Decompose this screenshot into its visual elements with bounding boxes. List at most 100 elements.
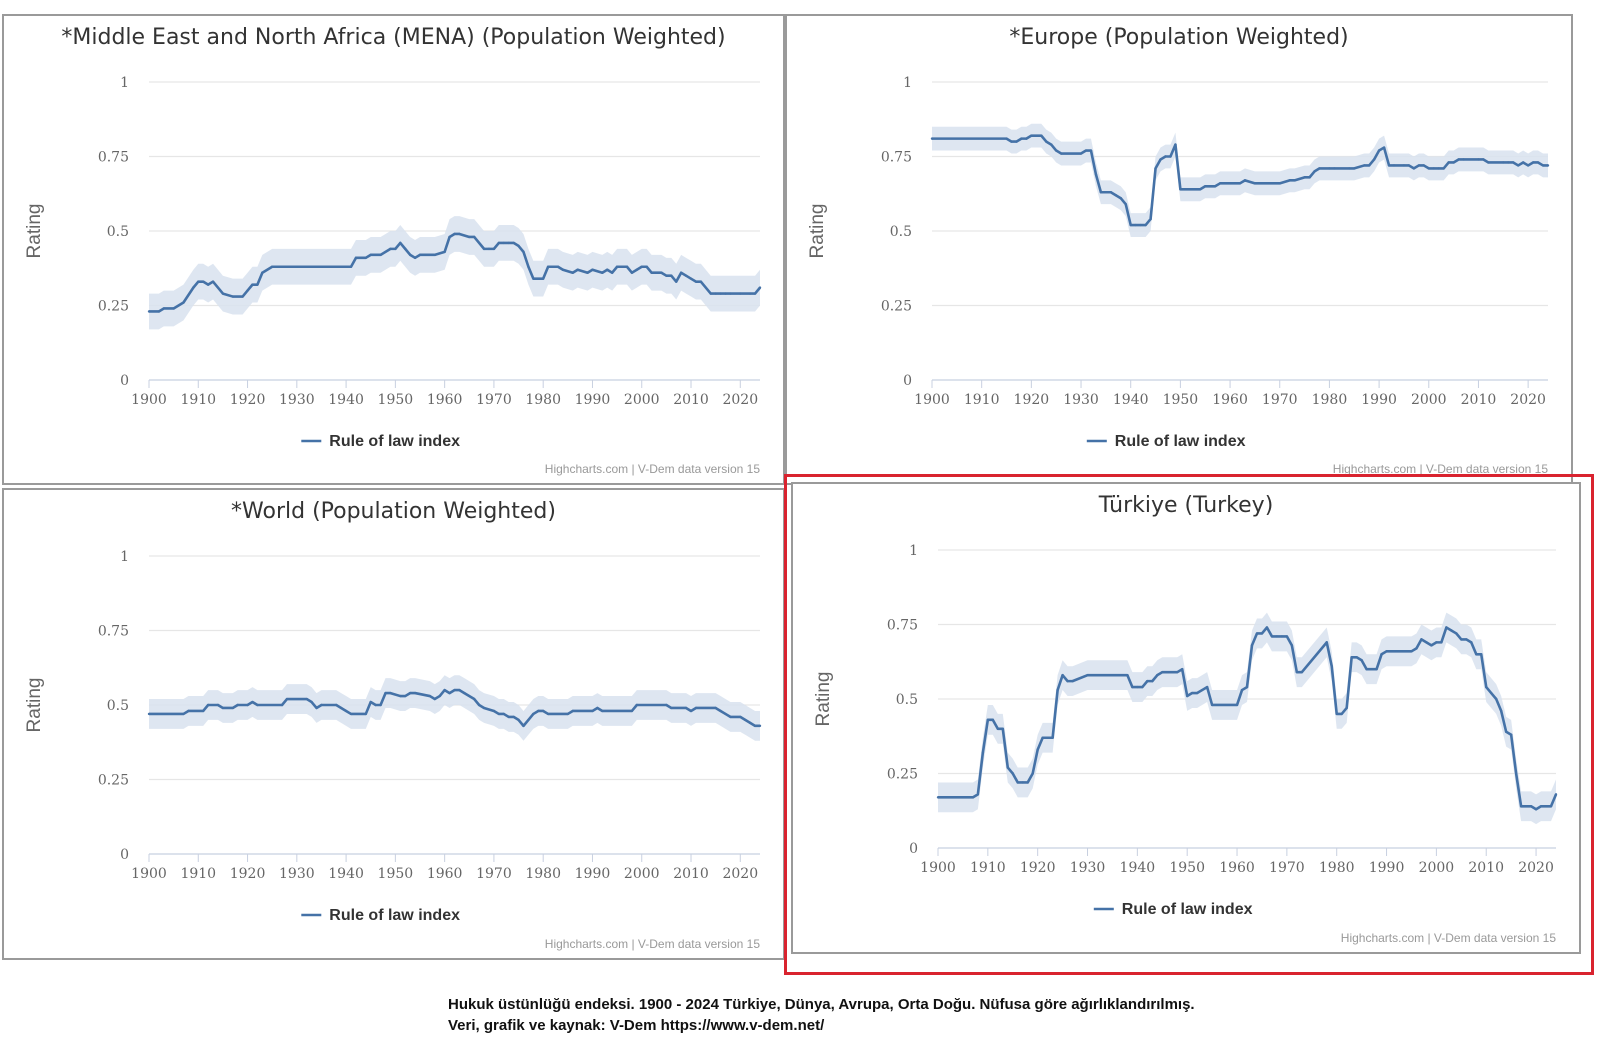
caption-line-2: Veri, grafik ve kaynak: V-Dem https://ww… bbox=[448, 1017, 825, 1034]
data-point bbox=[1061, 673, 1064, 677]
data-point bbox=[1190, 691, 1194, 695]
data-point bbox=[1534, 808, 1538, 811]
data-point bbox=[270, 265, 274, 268]
data-point bbox=[976, 793, 980, 796]
data-point bbox=[1169, 155, 1172, 158]
x-tick-label: 1990 bbox=[1361, 392, 1397, 408]
x-tick-label: 1970 bbox=[476, 866, 512, 882]
data-point bbox=[182, 301, 185, 304]
data-point bbox=[285, 697, 289, 701]
chart-title: Türkiye (Turkey) bbox=[1098, 493, 1274, 518]
data-point bbox=[1089, 149, 1093, 152]
data-point bbox=[1258, 182, 1262, 185]
x-tick-label: 1910 bbox=[180, 866, 216, 882]
data-point bbox=[1235, 703, 1239, 707]
data-point bbox=[1293, 179, 1296, 182]
data-point bbox=[458, 232, 461, 236]
data-point bbox=[379, 703, 382, 707]
data-point bbox=[1208, 185, 1212, 188]
data-point bbox=[497, 241, 501, 245]
data-point bbox=[1485, 685, 1488, 689]
data-point bbox=[1387, 164, 1391, 167]
data-point bbox=[719, 292, 722, 295]
data-point bbox=[497, 712, 501, 716]
data-point bbox=[684, 274, 688, 277]
y-tick-label: 0.5 bbox=[107, 224, 129, 240]
data-point bbox=[596, 706, 599, 710]
data-point bbox=[1392, 164, 1396, 167]
data-point bbox=[1071, 679, 1074, 683]
data-point bbox=[1350, 656, 1353, 659]
data-point bbox=[1084, 149, 1088, 152]
data-point bbox=[1161, 670, 1164, 674]
data-point bbox=[231, 295, 234, 298]
legend-label: Rule of law index bbox=[329, 907, 460, 924]
data-point bbox=[241, 295, 244, 298]
data-point bbox=[610, 271, 614, 274]
data-point bbox=[1475, 653, 1478, 656]
data-point bbox=[482, 247, 486, 251]
data-point bbox=[1524, 805, 1528, 808]
data-point bbox=[1031, 772, 1034, 775]
data-point bbox=[1512, 161, 1515, 164]
data-point bbox=[399, 694, 402, 698]
data-point bbox=[606, 268, 609, 271]
data-point bbox=[709, 292, 712, 295]
data-point bbox=[591, 268, 594, 271]
confidence-band bbox=[149, 216, 760, 330]
data-point bbox=[714, 706, 717, 710]
data-point bbox=[541, 277, 545, 280]
data-point bbox=[1146, 679, 1149, 683]
data-point bbox=[1026, 781, 1029, 784]
data-point bbox=[1541, 164, 1545, 167]
x-tick-label: 1920 bbox=[230, 392, 266, 408]
data-point bbox=[1086, 673, 1089, 677]
y-tick-label: 0.75 bbox=[98, 150, 129, 166]
data-point bbox=[571, 709, 574, 713]
data-point bbox=[758, 724, 762, 728]
data-point bbox=[991, 718, 995, 722]
data-point bbox=[1045, 140, 1048, 143]
data-point bbox=[1260, 632, 1264, 635]
data-point bbox=[157, 310, 161, 313]
data-point bbox=[384, 691, 387, 695]
data-point bbox=[458, 688, 461, 692]
data-point bbox=[1504, 730, 1508, 733]
data-point bbox=[719, 709, 722, 713]
data-point bbox=[394, 247, 397, 251]
data-point bbox=[537, 709, 540, 713]
data-point bbox=[517, 718, 520, 722]
data-point bbox=[1265, 626, 1269, 629]
data-point bbox=[655, 271, 658, 274]
data-point bbox=[625, 265, 629, 268]
data-point bbox=[147, 310, 151, 313]
data-point bbox=[1228, 182, 1232, 185]
data-point bbox=[374, 703, 377, 707]
data-point bbox=[1499, 709, 1503, 713]
data-point bbox=[364, 712, 368, 716]
data-point bbox=[339, 706, 343, 710]
data-point bbox=[1094, 173, 1098, 176]
data-point bbox=[1422, 164, 1426, 167]
legend-label: Rule of law index bbox=[1122, 901, 1253, 918]
y-tick-label: 0.25 bbox=[881, 299, 912, 315]
chart-panel-mena: *Middle East and North Africa (MENA) (Po… bbox=[2, 14, 785, 485]
data-point bbox=[379, 253, 382, 257]
credits-label: Highcharts.com | V-Dem data version 15 bbox=[545, 937, 761, 951]
chart-title: *World (Population Weighted) bbox=[231, 499, 556, 524]
data-point bbox=[477, 703, 481, 707]
data-point bbox=[532, 712, 535, 716]
data-point bbox=[1240, 688, 1244, 692]
x-tick-label: 1980 bbox=[1312, 392, 1348, 408]
legend-label: Rule of law index bbox=[1115, 433, 1246, 450]
data-point bbox=[1308, 176, 1311, 179]
x-tick-label: 1900 bbox=[914, 392, 950, 408]
data-point bbox=[1333, 167, 1336, 170]
data-point bbox=[1185, 694, 1189, 698]
y-axis-title: Rating bbox=[24, 678, 45, 733]
x-tick-label: 2010 bbox=[1468, 860, 1504, 876]
x-tick-label: 1910 bbox=[970, 860, 1006, 876]
data-point bbox=[1437, 167, 1440, 170]
x-tick-label: 1950 bbox=[378, 866, 414, 882]
data-point bbox=[433, 253, 436, 257]
